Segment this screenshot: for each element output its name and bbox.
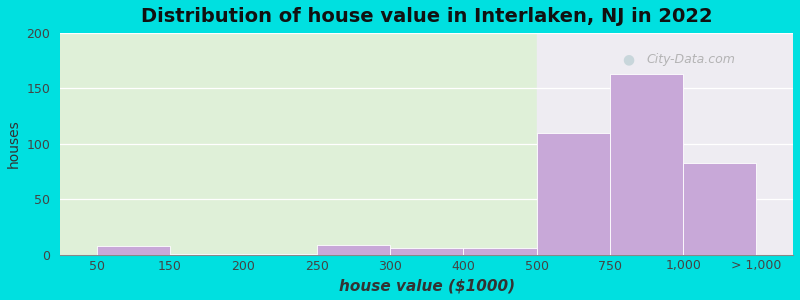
X-axis label: house value ($1000): house value ($1000)	[338, 278, 514, 293]
Bar	[170, 254, 243, 255]
Bar	[683, 163, 757, 255]
Bar	[317, 245, 390, 255]
Y-axis label: houses: houses	[7, 119, 21, 168]
Title: Distribution of house value in Interlaken, NJ in 2022: Distribution of house value in Interlake…	[141, 7, 712, 26]
Bar	[610, 74, 683, 255]
Bar	[97, 246, 170, 255]
Bar	[537, 133, 610, 255]
Bar	[60, 33, 537, 255]
Bar	[537, 33, 793, 255]
Bar	[243, 254, 317, 255]
Bar	[390, 248, 463, 255]
Text: ●: ●	[622, 52, 634, 67]
Text: City-Data.com: City-Data.com	[646, 53, 735, 66]
Bar	[463, 248, 537, 255]
